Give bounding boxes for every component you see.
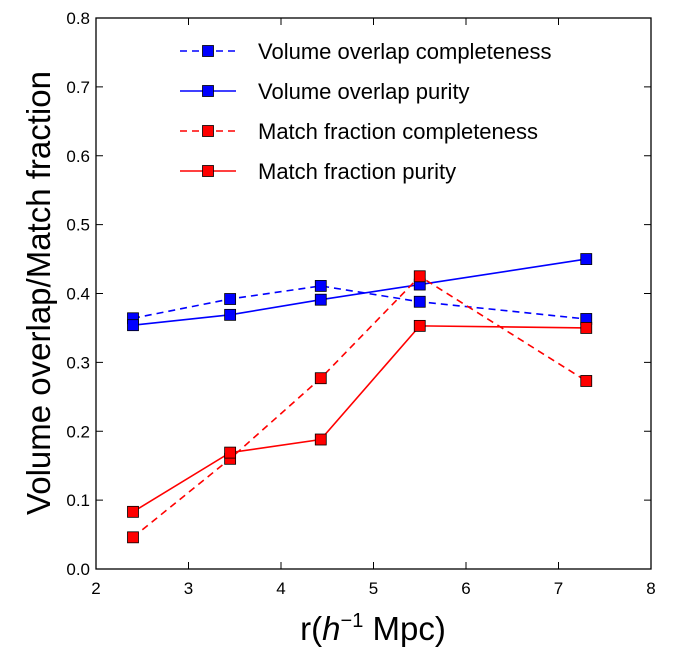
series-line	[132, 275, 587, 538]
legend-label: Match fraction purity	[258, 159, 456, 184]
x-tick-label: 6	[461, 579, 470, 598]
legend-marker	[202, 165, 214, 177]
legend-item: Volume overlap completeness	[180, 39, 552, 64]
legend-item: Volume overlap purity	[180, 79, 470, 104]
x-axis-label-suffix: Mpc)	[363, 610, 446, 647]
data-point	[413, 270, 426, 283]
y-tick-label: 0.7	[66, 78, 90, 97]
data-point	[580, 322, 593, 334]
legend-item: Match fraction purity	[180, 159, 456, 184]
series-line	[132, 285, 587, 320]
series-3	[127, 270, 593, 544]
series-2	[127, 253, 593, 332]
x-tick-label: 8	[646, 579, 655, 598]
data-point	[224, 446, 237, 459]
legend: Volume overlap completeness Volume overla…	[180, 39, 552, 184]
y-tick-label: 0.5	[66, 216, 90, 235]
x-tick-label: 2	[91, 579, 100, 598]
x-tick-label: 3	[184, 579, 193, 598]
legend-item: Match fraction completeness	[180, 119, 538, 144]
data-point	[413, 319, 426, 332]
series-line	[132, 325, 587, 513]
data-point	[224, 293, 237, 305]
x-axis-label: r(h−1 Mpc)	[300, 610, 446, 647]
legend-marker	[202, 125, 214, 137]
data-point	[314, 293, 327, 306]
data-point	[127, 531, 139, 544]
axis-ticks: 2 3 4 5 6 7 8 0.0 0.1 0.2 0.3 0.4 0.5 0.6 0.7 0.8	[66, 9, 655, 598]
series-1	[127, 280, 593, 325]
y-tick-label: 0.1	[66, 491, 90, 510]
data-point	[314, 433, 327, 446]
legend-marker	[202, 85, 214, 97]
x-axis-label-prefix: r(	[300, 610, 322, 647]
y-axis-label: Volume overlap/Match fraction	[20, 71, 57, 515]
x-tick-label: 4	[276, 579, 285, 598]
x-tick-label: 7	[554, 579, 563, 598]
legend-label: Volume overlap purity	[258, 79, 470, 104]
data-point	[127, 319, 139, 332]
x-axis-label-h: h	[322, 610, 340, 647]
legend-marker	[202, 45, 214, 57]
data-point	[580, 253, 593, 265]
x-tick-label: 5	[369, 579, 378, 598]
series-4	[127, 319, 593, 518]
y-tick-label: 0.8	[66, 9, 90, 28]
legend-label: Volume overlap completeness	[258, 39, 552, 64]
y-tick-label: 0.0	[66, 560, 90, 579]
x-axis-label-exp: −1	[341, 610, 364, 632]
data-point	[127, 505, 139, 518]
series-layer	[127, 253, 593, 544]
data-point	[224, 308, 237, 321]
data-point	[413, 295, 426, 308]
data-point	[314, 372, 327, 385]
data-point	[580, 375, 593, 387]
legend-label: Match fraction completeness	[258, 119, 538, 144]
y-tick-label: 0.6	[66, 147, 90, 166]
data-point	[314, 280, 327, 292]
y-tick-label: 0.3	[66, 353, 90, 372]
y-tick-label: 0.2	[66, 422, 90, 441]
y-tick-label: 0.4	[66, 285, 90, 304]
